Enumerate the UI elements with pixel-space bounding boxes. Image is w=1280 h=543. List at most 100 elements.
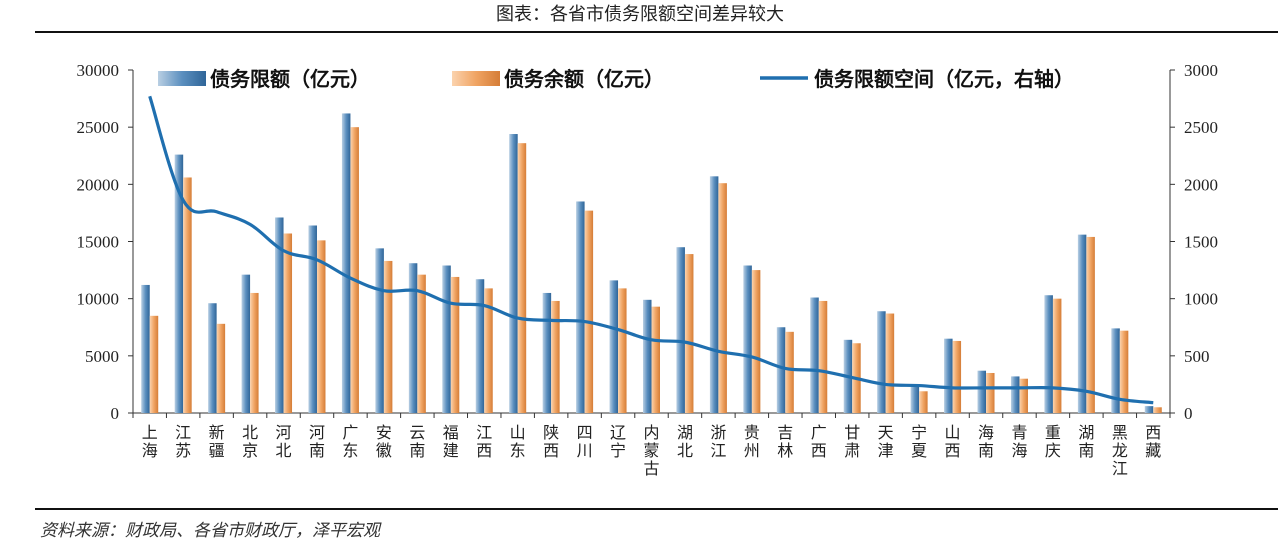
legend-debt-balance: 债务余额（亿元） xyxy=(452,67,664,91)
category-label: 广东 xyxy=(342,423,358,460)
category-label: 海南 xyxy=(978,423,994,460)
bar-debt-balance xyxy=(684,254,694,413)
category-label: 吉林 xyxy=(777,423,793,460)
bar-debt-limit xyxy=(810,297,819,413)
y-tick-label-left: 5000 xyxy=(85,347,119,366)
bar-debt-limit xyxy=(1111,328,1120,413)
category-label: 江苏 xyxy=(175,423,191,460)
bar-debt-limit xyxy=(141,284,150,413)
category-label: 青海 xyxy=(1011,423,1027,460)
bar-debt-balance xyxy=(986,372,995,413)
bar-debt-limit xyxy=(275,217,284,413)
category-label: 山东 xyxy=(510,423,526,460)
bar-debt-limit xyxy=(475,279,485,413)
y-tick-label-left: 30000 xyxy=(77,61,120,80)
bar-debt-limit xyxy=(1010,376,1020,413)
bar-debt-limit xyxy=(1144,406,1154,413)
bar-debt-limit xyxy=(576,201,585,413)
y-tick-label-right: 2000 xyxy=(1184,175,1218,194)
y-tick-label-left: 20000 xyxy=(77,175,120,194)
category-label: 天津 xyxy=(878,423,894,460)
bar-debt-balance xyxy=(183,177,192,413)
category-label: 陕西 xyxy=(543,423,559,460)
legend-debt-space: 债务限额空间（亿元，右轴） xyxy=(760,67,1074,91)
bar-debt-balance xyxy=(1052,298,1062,413)
category-label: 西藏 xyxy=(1145,423,1161,460)
bar-debt-limit xyxy=(977,370,987,413)
bar-debt-balance xyxy=(316,240,326,413)
bar-debt-balance xyxy=(1086,236,1095,413)
source-note: 资料来源：财政局、各省市财政厅，泽平宏观 xyxy=(40,521,380,541)
category-label: 内蒙古 xyxy=(643,423,659,478)
bar-debt-limit xyxy=(442,265,451,413)
category-label: 湖南 xyxy=(1078,423,1094,460)
bar-debt-limit xyxy=(877,311,886,413)
bar-debt-balance xyxy=(484,288,493,413)
category-label: 福建 xyxy=(443,423,459,460)
category-label: 黑龙江 xyxy=(1112,423,1128,478)
category-label: 上海 xyxy=(142,423,158,460)
y-tick-label-left: 0 xyxy=(111,404,120,423)
category-label: 广西 xyxy=(811,423,827,460)
bar-debt-balance xyxy=(1119,330,1129,413)
legend-swatch xyxy=(158,71,206,86)
legend-swatch xyxy=(452,71,500,86)
bar-debt-limit xyxy=(1077,234,1087,413)
legend-debt-limit: 债务限额（亿元） xyxy=(158,67,370,91)
y-tick-label-left: 10000 xyxy=(77,290,120,309)
bar-debt-balance xyxy=(885,313,895,413)
category-label: 安徽 xyxy=(376,423,392,460)
bar-debt-limit xyxy=(743,265,752,413)
category-label: 辽宁 xyxy=(610,423,626,460)
bar-debt-balance xyxy=(350,127,359,414)
y-tick-label-right: 500 xyxy=(1184,347,1210,366)
bar-debt-limit xyxy=(944,338,953,413)
category-label: 贵州 xyxy=(744,423,760,460)
category-label: 甘肃 xyxy=(844,423,860,460)
y-tick-label-left: 25000 xyxy=(77,118,120,137)
bar-debt-balance xyxy=(785,331,794,413)
bar-debt-balance xyxy=(584,210,594,413)
legend-label: 债务限额空间（亿元，右轴） xyxy=(814,67,1074,91)
bar-debt-balance xyxy=(618,288,627,413)
category-label: 河北 xyxy=(276,423,292,460)
bar-debt-limit xyxy=(241,274,251,413)
bar-debt-limit xyxy=(609,280,619,413)
bar-debt-limit xyxy=(208,303,217,413)
bottom-rule xyxy=(35,508,1278,510)
y-tick-label-right: 1000 xyxy=(1184,290,1218,309)
category-label: 重庆 xyxy=(1045,423,1061,460)
bar-debt-limit xyxy=(375,248,384,413)
category-label: 山西 xyxy=(945,423,961,460)
category-label: 江西 xyxy=(476,423,492,460)
top-rule xyxy=(35,31,1278,33)
bar-debt-limit xyxy=(643,299,652,413)
bar-debt-balance xyxy=(283,233,293,413)
y-tick-label-right: 3000 xyxy=(1184,61,1218,80)
bar-debt-balance xyxy=(216,323,226,413)
legend-label: 债务限额（亿元） xyxy=(210,67,370,91)
y-tick-label-right: 0 xyxy=(1184,404,1193,423)
bar-debt-limit xyxy=(1044,295,1053,413)
category-label: 河南 xyxy=(309,423,325,460)
bar-debt-limit xyxy=(542,292,552,413)
bar-debt-balance xyxy=(818,300,828,413)
y-tick-label-right: 1500 xyxy=(1184,233,1218,252)
bar-debt-limit xyxy=(509,134,518,413)
bar-debt-limit xyxy=(709,176,719,413)
bar-debt-balance xyxy=(551,300,560,413)
category-label: 云南 xyxy=(409,423,425,460)
bar-debt-limit xyxy=(910,384,920,413)
bar-debt-balance xyxy=(417,274,426,413)
bar-debt-limit xyxy=(174,154,184,413)
bar-debt-balance xyxy=(450,276,460,413)
bar-debt-balance xyxy=(751,270,761,413)
bar-debt-balance xyxy=(718,183,727,413)
bar-debt-balance xyxy=(1019,378,1028,413)
line-debt-space xyxy=(148,95,1154,405)
bar-debt-limit xyxy=(676,247,685,413)
bar-debt-balance xyxy=(517,143,527,413)
category-label: 宁夏 xyxy=(911,423,927,460)
bar-debt-balance xyxy=(149,315,159,413)
